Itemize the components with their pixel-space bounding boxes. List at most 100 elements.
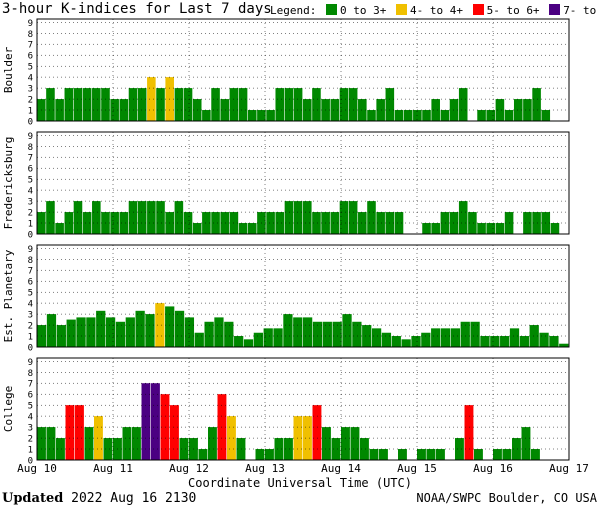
y-tick-label: 2 <box>28 96 33 106</box>
bar <box>46 314 57 347</box>
bar <box>137 201 147 234</box>
bar <box>66 319 76 347</box>
bar <box>394 110 404 121</box>
bar <box>165 306 175 347</box>
bar <box>194 332 204 347</box>
y-axis-label: Est. Planetary <box>2 249 15 342</box>
bar <box>183 88 193 121</box>
bar <box>519 336 529 347</box>
y-tick-label: 4 <box>28 74 33 84</box>
y-tick-label: 8 <box>28 369 33 379</box>
bar <box>214 317 224 347</box>
bar <box>303 317 313 347</box>
panel-frame <box>36 244 570 348</box>
bar <box>103 438 113 460</box>
bar <box>477 223 486 234</box>
bar <box>284 438 293 460</box>
bar <box>421 332 431 347</box>
y-axis-label: Boulder <box>2 46 15 93</box>
y-tick-label: 5 <box>28 402 33 412</box>
bar <box>147 77 156 121</box>
bar <box>513 99 523 121</box>
bar <box>339 88 349 121</box>
bar <box>229 88 239 121</box>
y-tick-label: 6 <box>28 391 33 401</box>
bar <box>255 449 265 460</box>
bar <box>266 212 275 234</box>
bar <box>96 310 106 347</box>
bar <box>486 110 496 121</box>
bar <box>284 201 294 234</box>
bar <box>379 449 388 460</box>
bar <box>521 427 531 460</box>
bar <box>303 99 312 121</box>
bar <box>330 212 340 234</box>
bar <box>119 99 129 121</box>
bar <box>141 383 151 460</box>
bar <box>549 336 559 347</box>
panel-frame <box>36 131 570 235</box>
legend: Legend: 0 to 3+ 4- to 4+ 5- to 6+ 7- to … <box>270 4 600 17</box>
bar <box>458 88 468 121</box>
bar <box>303 416 312 460</box>
y-tick-label: 7 <box>28 154 33 164</box>
bar <box>202 110 211 121</box>
bar <box>401 339 411 347</box>
y-tick-label: 8 <box>28 256 33 266</box>
bar <box>449 212 459 234</box>
y-tick-label: 5 <box>28 176 33 186</box>
bar <box>541 110 551 121</box>
bar <box>132 427 141 460</box>
bar <box>110 212 119 234</box>
y-tick-label: 7 <box>28 380 33 390</box>
bar <box>283 314 293 347</box>
bar <box>398 449 407 460</box>
bar <box>257 110 266 121</box>
bar <box>184 317 195 347</box>
bar <box>303 201 312 234</box>
bar <box>147 201 156 234</box>
bar <box>86 317 96 347</box>
bar <box>202 212 211 234</box>
bar <box>449 99 459 121</box>
bar <box>275 88 285 121</box>
legend-swatch-purple <box>549 4 561 15</box>
bar <box>431 328 441 347</box>
bar <box>82 212 92 234</box>
bar <box>559 343 569 347</box>
bar <box>151 383 160 460</box>
bar <box>509 328 520 347</box>
bar <box>539 332 549 347</box>
bar <box>55 99 64 121</box>
bar <box>73 201 83 234</box>
bar <box>493 449 502 460</box>
y-tick-label: 6 <box>28 52 33 62</box>
bar <box>500 336 510 347</box>
y-tick-label: 6 <box>28 165 33 175</box>
bar <box>385 88 395 121</box>
bar <box>174 201 184 234</box>
y-tick-label: 0 <box>28 231 33 241</box>
bar <box>531 449 540 460</box>
bar <box>94 416 103 460</box>
x-tick-label: Aug 13 <box>245 462 285 475</box>
bar <box>341 427 350 460</box>
legend-item-5to6: 5- to 6+ <box>472 4 540 17</box>
bar <box>413 110 422 121</box>
x-tick-label: Aug 11 <box>93 462 133 475</box>
bar <box>403 110 413 121</box>
bar <box>135 310 145 347</box>
bar <box>367 201 376 234</box>
bar <box>220 99 230 121</box>
bar <box>128 88 138 121</box>
bar <box>55 223 64 234</box>
y-tick-label: 9 <box>28 19 33 29</box>
bar <box>204 321 214 347</box>
bar <box>263 328 273 347</box>
y-tick-label: 2 <box>28 435 33 445</box>
